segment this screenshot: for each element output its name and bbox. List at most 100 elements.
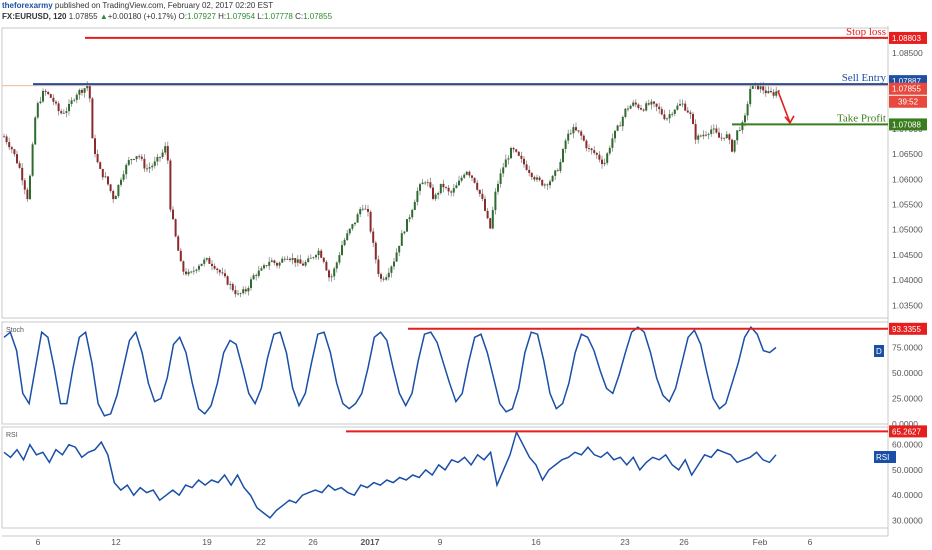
candle-body xyxy=(510,148,512,159)
candle-body xyxy=(257,270,260,276)
candle-body xyxy=(692,113,694,125)
candle-body xyxy=(611,138,614,148)
candle-body xyxy=(239,293,242,294)
candle-body xyxy=(200,263,203,266)
candle-body xyxy=(83,88,86,93)
candle-body xyxy=(377,259,380,275)
candle-body xyxy=(434,194,437,199)
candle-body xyxy=(216,268,219,271)
candle-body xyxy=(286,258,289,260)
candle-body xyxy=(585,140,588,149)
candle-body xyxy=(559,162,562,171)
candle-body xyxy=(640,108,642,110)
candle-body xyxy=(335,262,338,269)
candle-body xyxy=(23,180,26,190)
candle-body xyxy=(744,115,746,123)
candle-body xyxy=(104,176,107,178)
candle-body xyxy=(3,136,5,138)
candle-body xyxy=(619,125,622,127)
candle-body xyxy=(195,269,198,271)
candle-body xyxy=(627,108,629,110)
candle-body xyxy=(759,86,762,90)
time-tick-label: 19 xyxy=(202,537,212,547)
candle-body xyxy=(471,175,473,178)
sell-arrow-head-icon xyxy=(784,115,795,125)
candle-body xyxy=(354,222,356,225)
stoch-tick-label: 25.0000 xyxy=(892,394,923,404)
candle-body xyxy=(296,259,299,263)
rsi-tick-label: 60.0000 xyxy=(892,440,923,450)
candle-body xyxy=(250,279,252,288)
candle-body xyxy=(47,91,50,95)
candle-body xyxy=(411,209,414,218)
candle-body xyxy=(101,168,104,178)
candle-body xyxy=(208,258,211,264)
candle-body xyxy=(736,130,739,141)
time-tick-label: 6 xyxy=(808,537,813,547)
candle-body xyxy=(577,130,580,132)
candle-body xyxy=(5,136,8,143)
candle-body xyxy=(185,271,187,275)
candle-body xyxy=(489,218,492,229)
candle-body xyxy=(741,122,744,131)
candle-body xyxy=(112,190,115,200)
candle-body xyxy=(187,271,190,275)
candle-body xyxy=(582,135,585,141)
candle-body xyxy=(36,103,39,118)
candle-body xyxy=(226,276,229,285)
candle-body xyxy=(309,257,312,259)
candle-body xyxy=(595,152,598,155)
candle-body xyxy=(541,179,544,186)
candle-body xyxy=(203,259,206,264)
candle-body xyxy=(588,148,590,149)
candle-body xyxy=(684,103,687,111)
pane-frames xyxy=(1,26,889,537)
candle-body xyxy=(723,137,726,139)
sell-arrow-line xyxy=(777,90,791,124)
candle-body xyxy=(367,209,369,212)
candle-body xyxy=(99,162,102,169)
candle-body xyxy=(244,289,247,292)
time-axis[interactable]: 6 12 19 22 26 2017 9 16 23 26 Feb 6 xyxy=(36,537,813,547)
candle-body xyxy=(234,290,237,295)
candle-body xyxy=(458,180,460,186)
candle-body xyxy=(762,86,765,91)
candle-body xyxy=(390,266,393,273)
price-tick-label: 1.04500 xyxy=(892,250,923,260)
candle-body xyxy=(473,177,476,183)
candle-body xyxy=(96,154,99,163)
price-tick-label: 1.06500 xyxy=(892,149,923,159)
price-tick-label: 1.08500 xyxy=(892,48,923,58)
candle-body xyxy=(702,134,705,137)
candle-body xyxy=(148,167,151,169)
candle-body xyxy=(694,124,697,140)
candle-body xyxy=(637,104,640,109)
candle-body xyxy=(686,110,689,113)
candle-body xyxy=(62,112,65,114)
price-pane[interactable]: 1.085001.080001.075001.070001.065001.060… xyxy=(2,26,927,310)
price-tick-label: 1.05500 xyxy=(892,200,923,210)
candle-body xyxy=(68,103,70,112)
rsi-pane[interactable]: 60.0000 50.0000 40.0000 30.0000 RSI 65.2627 RS… xyxy=(3,425,927,525)
candle-body xyxy=(18,163,21,168)
candle-body xyxy=(229,284,232,285)
time-tick-label: 23 xyxy=(620,537,630,547)
candle-body xyxy=(65,111,68,113)
candle-body xyxy=(49,94,52,98)
candle-body xyxy=(387,272,390,278)
candle-body xyxy=(507,158,510,160)
candle-body xyxy=(8,142,11,148)
stoch-pane[interactable]: 75.0000 50.0000 25.0000 0.0000 Stoch 93.3355 D xyxy=(3,322,927,429)
candle-body xyxy=(624,108,627,117)
candle-body xyxy=(491,210,494,229)
candle-body xyxy=(770,91,772,93)
candle-body xyxy=(465,171,468,175)
candle-body xyxy=(21,167,24,181)
high-value: 1.07954 xyxy=(226,12,256,21)
author-name[interactable]: theforexarmy xyxy=(2,1,53,10)
candle-body xyxy=(728,134,731,140)
candle-body xyxy=(302,263,304,266)
candle-body xyxy=(681,103,684,105)
candle-body xyxy=(364,208,367,210)
